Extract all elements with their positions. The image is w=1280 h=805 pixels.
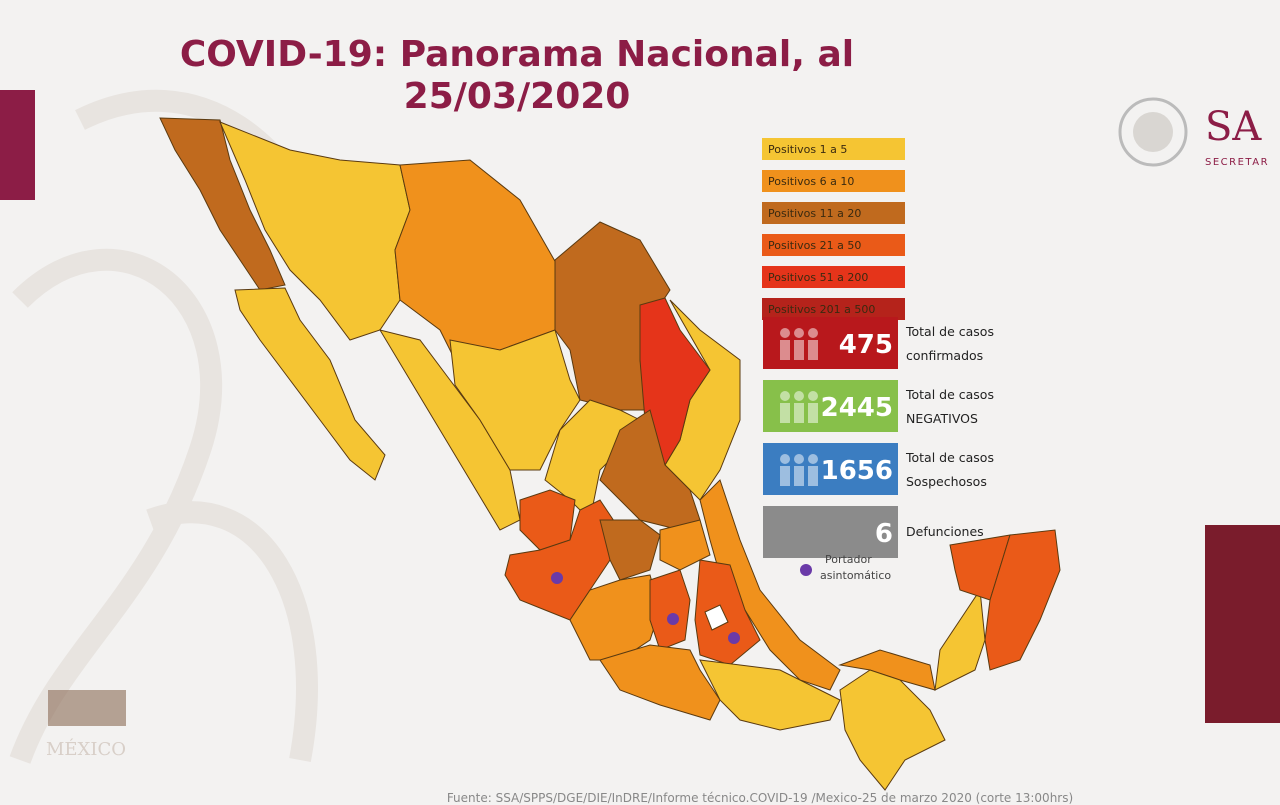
stat-label: Sospechosos — [906, 474, 987, 489]
stat-label: confirmados — [906, 348, 983, 363]
asymptomatic-markers — [551, 572, 740, 644]
legend-label: Positivos 51 a 200 — [768, 271, 868, 284]
stat-label: Total de casos — [905, 387, 994, 402]
people-icon — [780, 466, 790, 486]
people-icon — [794, 403, 804, 423]
stat-box — [763, 506, 898, 558]
people-icon — [780, 454, 790, 464]
stat-value: 6 — [875, 519, 893, 549]
stat-value: 475 — [839, 330, 893, 360]
people-icon — [808, 466, 818, 486]
stat-label: NEGATIVOS — [906, 411, 978, 426]
stat-label: Total de casos — [905, 324, 994, 339]
legend: Positivos 1 a 5 Positivos 6 a 10 Positivos… — [762, 138, 905, 320]
bottom-logo: MÉXICO — [46, 690, 126, 760]
legend-label: Positivos 1 a 5 — [768, 143, 847, 156]
title-line: 25/03/2020 — [404, 76, 631, 117]
stat-value: 2445 — [821, 393, 893, 423]
marker-swatch — [800, 564, 812, 576]
legend-label: Positivos 6 a 10 — [768, 175, 854, 188]
people-icon — [794, 454, 804, 464]
legend-swatch — [762, 234, 905, 256]
stat-label: Total de casos — [905, 450, 994, 465]
people-icon — [780, 328, 790, 338]
people-icon — [794, 466, 804, 486]
marker-label: Portador — [825, 553, 872, 566]
legend-swatch — [762, 266, 905, 288]
marker-label: asintomático — [820, 569, 891, 582]
legend-swatch — [762, 138, 905, 160]
title-line: COVID-19: Panorama Nacional, al — [180, 34, 854, 75]
legend-label: Positivos 201 a 500 — [768, 303, 875, 316]
people-icon — [794, 391, 804, 401]
legend-swatch — [762, 170, 905, 192]
people-icon — [808, 391, 818, 401]
svg-text:MÉXICO: MÉXICO — [46, 737, 126, 760]
logo-name: SA — [1205, 104, 1262, 150]
left-accent — [0, 90, 35, 200]
people-icon — [780, 403, 790, 423]
people-icon — [808, 454, 818, 464]
source-note: Fuente: SSA/SPPS/DGE/DIE/InDRE/Informe t… — [447, 791, 1073, 805]
stat-label: Defunciones — [906, 524, 984, 539]
map — [159, 117, 1061, 791]
people-icon — [794, 328, 804, 338]
legend-swatch — [762, 298, 905, 320]
legend-swatch — [762, 202, 905, 224]
people-icon — [780, 391, 790, 401]
people-icon — [808, 403, 818, 423]
stats: 475 Total de casos confirmados 2445 Total de… — [763, 317, 994, 558]
legend-label: Positivos 21 a 50 — [768, 239, 861, 252]
video-panel — [1205, 525, 1280, 723]
people-icon — [808, 328, 818, 338]
stat-value: 1656 — [821, 456, 893, 486]
legend-label: Positivos 11 a 20 — [768, 207, 861, 220]
logo: SA SECRETAR — [1118, 97, 1269, 168]
people-icon — [780, 340, 790, 360]
people-icon — [794, 340, 804, 360]
logo-subtitle: SECRETAR — [1205, 157, 1269, 168]
people-icon — [808, 340, 818, 360]
